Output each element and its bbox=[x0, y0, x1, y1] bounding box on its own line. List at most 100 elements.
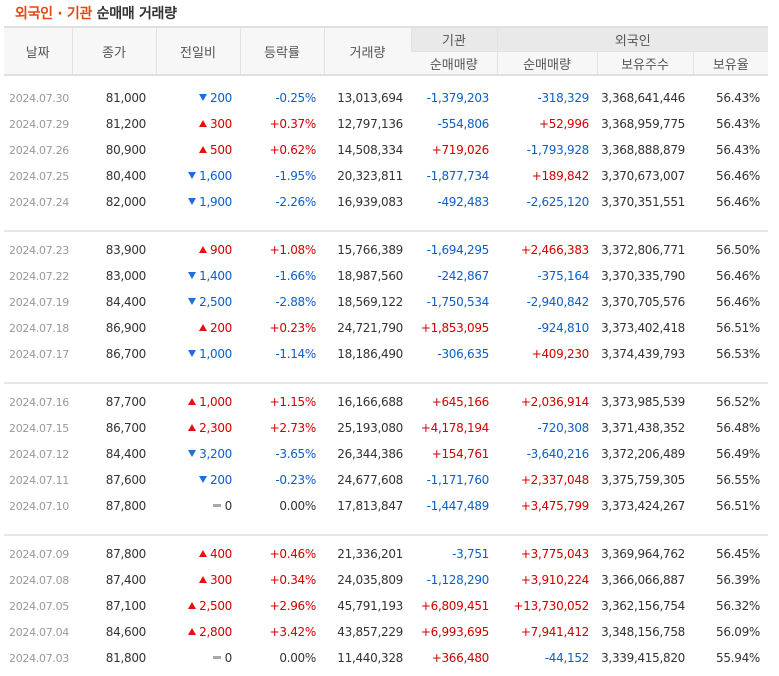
change-value: 200 bbox=[209, 321, 232, 335]
triangle-down-icon bbox=[188, 198, 197, 205]
foreign-net-cell: -2,940,842 bbox=[526, 295, 590, 309]
table-row: 2024.07.25 80,400 1,600 -1.95% 20,323,811 -1,… bbox=[4, 163, 768, 189]
foreign-ratio-cell: 55.94% bbox=[716, 651, 761, 665]
change-cell: 400 bbox=[156, 541, 240, 567]
foreign-ratio-cell: 56.32% bbox=[716, 599, 761, 613]
foreign-shares-cell: 3,370,351,551 bbox=[601, 195, 685, 209]
triangle-up-icon bbox=[198, 246, 207, 253]
date-cell: 2024.07.09 bbox=[9, 547, 69, 561]
group-foreign: 외국인 bbox=[496, 26, 769, 52]
foreign-ratio-cell: 56.48% bbox=[716, 421, 761, 435]
date-cell: 2024.07.29 bbox=[9, 117, 69, 131]
spacer-row bbox=[4, 519, 768, 529]
table-header: 날짜 종가 전일비 등락률 거래량 기관 외국인 순매매량 순매매량 보유주수 … bbox=[4, 26, 769, 76]
close-price-cell: 81,800 bbox=[105, 651, 147, 665]
triangle-down-icon bbox=[188, 298, 197, 305]
rate-cell: +1.15% bbox=[269, 395, 317, 409]
trading-volume-table: 날짜 종가 전일비 등락률 거래량 기관 외국인 순매매량 순매매량 보유주수 … bbox=[4, 26, 769, 671]
foreign-shares-cell: 3,348,156,758 bbox=[601, 625, 685, 639]
inst-net-cell: -1,750,534 bbox=[426, 295, 490, 309]
table-row: 2024.07.04 84,600 2,800 +3.42% 43,857,229 +6,… bbox=[4, 619, 768, 645]
table-row: 2024.07.15 86,700 2,300 +2.73% 25,193,080 +4,… bbox=[4, 415, 768, 441]
close-price-cell: 86,900 bbox=[105, 321, 147, 335]
change-cell: 200 bbox=[156, 315, 240, 341]
date-cell: 2024.07.22 bbox=[9, 269, 69, 283]
inst-net-cell: -306,635 bbox=[437, 347, 489, 361]
col-close: 종가 bbox=[71, 26, 156, 76]
volume-cell: 21,336,201 bbox=[337, 547, 403, 561]
change-value: 2,800 bbox=[199, 625, 232, 639]
volume-cell: 13,013,694 bbox=[337, 91, 403, 105]
change-cell: 200 bbox=[156, 467, 240, 493]
close-price-cell: 81,200 bbox=[105, 117, 147, 131]
col-change: 전일비 bbox=[155, 26, 240, 76]
foreign-net-cell: -3,640,216 bbox=[526, 447, 590, 461]
table-row: 2024.07.18 86,900 200 +0.23% 24,721,790 +1,85… bbox=[4, 315, 768, 341]
flat-dash-icon bbox=[212, 656, 221, 659]
close-price-cell: 84,600 bbox=[105, 625, 147, 639]
separator-cell bbox=[4, 529, 769, 541]
change-cell: 3,200 bbox=[156, 441, 240, 467]
spacer-row bbox=[4, 215, 768, 225]
foreign-shares-cell: 3,375,759,305 bbox=[601, 473, 685, 487]
date-cell: 2024.07.11 bbox=[9, 473, 69, 487]
volume-cell: 26,344,386 bbox=[337, 447, 403, 461]
triangle-up-icon bbox=[198, 120, 207, 127]
date-cell: 2024.07.30 bbox=[9, 91, 69, 105]
triangle-up-icon bbox=[198, 550, 207, 557]
inst-net-cell: -1,379,203 bbox=[426, 91, 490, 105]
date-cell: 2024.07.10 bbox=[9, 499, 69, 513]
foreign-net-cell: -720,308 bbox=[537, 421, 589, 435]
date-cell: 2024.07.24 bbox=[9, 195, 69, 209]
change-value: 200 bbox=[209, 91, 232, 105]
change-value: 1,400 bbox=[199, 269, 232, 283]
trading-volume-table-container: 날짜 종가 전일비 등락률 거래량 기관 외국인 순매매량 순매매량 보유주수 … bbox=[4, 26, 769, 671]
rate-cell: +0.37% bbox=[269, 117, 317, 131]
volume-cell: 14,508,334 bbox=[337, 143, 403, 157]
volume-cell: 12,797,136 bbox=[337, 117, 403, 131]
close-price-cell: 82,000 bbox=[105, 195, 147, 209]
col-volume: 거래량 bbox=[323, 26, 411, 76]
date-cell: 2024.07.15 bbox=[9, 421, 69, 435]
foreign-shares-cell: 3,374,439,793 bbox=[601, 347, 685, 361]
foreign-ratio-cell: 56.52% bbox=[716, 395, 761, 409]
col-foreign-shares: 보유주수 bbox=[596, 51, 693, 76]
foreign-shares-cell: 3,373,985,539 bbox=[601, 395, 685, 409]
rate-cell: +0.34% bbox=[269, 573, 317, 587]
group-separator bbox=[4, 529, 769, 541]
close-price-cell: 81,000 bbox=[105, 91, 147, 105]
col-rate: 등락률 bbox=[239, 26, 324, 76]
spacer-cell bbox=[4, 75, 768, 85]
col-date: 날짜 bbox=[4, 26, 72, 76]
volume-cell: 24,721,790 bbox=[337, 321, 403, 335]
change-value: 1,600 bbox=[199, 169, 232, 183]
foreign-ratio-cell: 56.46% bbox=[716, 169, 761, 183]
foreign-ratio-cell: 56.09% bbox=[716, 625, 761, 639]
table-row: 2024.07.30 81,000 200 -0.25% 13,013,694 -1,37… bbox=[4, 85, 768, 111]
change-cell: 200 bbox=[156, 85, 240, 111]
rate-cell: -3.65% bbox=[275, 447, 316, 461]
close-price-cell: 87,600 bbox=[105, 473, 147, 487]
change-cell: 900 bbox=[156, 237, 240, 263]
volume-cell: 24,677,608 bbox=[337, 473, 403, 487]
table-row: 2024.07.22 83,000 1,400 -1.66% 18,987,560 -24… bbox=[4, 263, 768, 289]
inst-net-cell: -242,867 bbox=[437, 269, 489, 283]
rate-cell: -2.26% bbox=[275, 195, 316, 209]
change-value: 1,900 bbox=[199, 195, 232, 209]
inst-net-cell: +366,480 bbox=[431, 651, 490, 665]
date-cell: 2024.07.23 bbox=[9, 243, 69, 257]
spacer-row bbox=[4, 75, 768, 85]
inst-net-cell: -554,806 bbox=[437, 117, 489, 131]
triangle-up-icon bbox=[188, 602, 197, 609]
close-price-cell: 84,400 bbox=[105, 447, 147, 461]
rate-cell: +0.46% bbox=[269, 547, 317, 561]
separator-cell bbox=[4, 225, 769, 237]
foreign-net-cell: +7,941,412 bbox=[520, 625, 589, 639]
table-body: 2024.07.30 81,000 200 -0.25% 13,013,694 -1,37… bbox=[4, 75, 769, 671]
table-row: 2024.07.11 87,600 200 -0.23% 24,677,608 -1,17… bbox=[4, 467, 768, 493]
col-foreign-net: 순매매량 bbox=[496, 51, 597, 76]
foreign-ratio-cell: 56.46% bbox=[716, 269, 761, 283]
foreign-ratio-cell: 56.43% bbox=[716, 143, 761, 157]
date-cell: 2024.07.08 bbox=[9, 573, 69, 587]
date-cell: 2024.07.25 bbox=[9, 169, 69, 183]
